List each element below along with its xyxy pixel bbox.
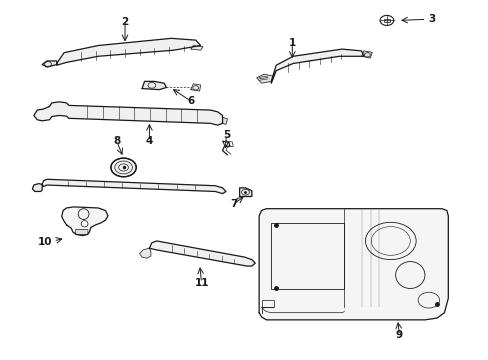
Text: 7: 7 bbox=[230, 199, 237, 209]
FancyBboxPatch shape bbox=[75, 229, 88, 234]
Text: 9: 9 bbox=[395, 330, 402, 340]
Polygon shape bbox=[222, 117, 227, 125]
Polygon shape bbox=[190, 84, 200, 91]
Text: 3: 3 bbox=[427, 14, 435, 24]
Polygon shape bbox=[32, 184, 42, 192]
Polygon shape bbox=[239, 188, 251, 197]
Polygon shape bbox=[256, 74, 272, 83]
Bar bbox=[383, 19, 389, 22]
Polygon shape bbox=[57, 39, 200, 65]
Text: 8: 8 bbox=[113, 136, 120, 146]
Text: 11: 11 bbox=[194, 278, 208, 288]
Text: 10: 10 bbox=[38, 237, 53, 247]
Polygon shape bbox=[149, 241, 255, 266]
Polygon shape bbox=[271, 49, 363, 83]
Text: 1: 1 bbox=[288, 38, 295, 48]
Polygon shape bbox=[361, 51, 371, 58]
Polygon shape bbox=[259, 209, 447, 320]
Polygon shape bbox=[61, 207, 108, 235]
Text: 2: 2 bbox=[121, 17, 128, 27]
Polygon shape bbox=[42, 179, 225, 194]
Polygon shape bbox=[140, 248, 151, 258]
Text: 5: 5 bbox=[223, 130, 230, 140]
Polygon shape bbox=[34, 102, 222, 125]
Text: 4: 4 bbox=[145, 136, 153, 146]
Polygon shape bbox=[190, 45, 203, 50]
Circle shape bbox=[111, 158, 136, 177]
Polygon shape bbox=[142, 81, 166, 90]
Polygon shape bbox=[42, 61, 57, 67]
Text: 6: 6 bbox=[187, 96, 194, 106]
Bar bbox=[271, 223, 344, 289]
